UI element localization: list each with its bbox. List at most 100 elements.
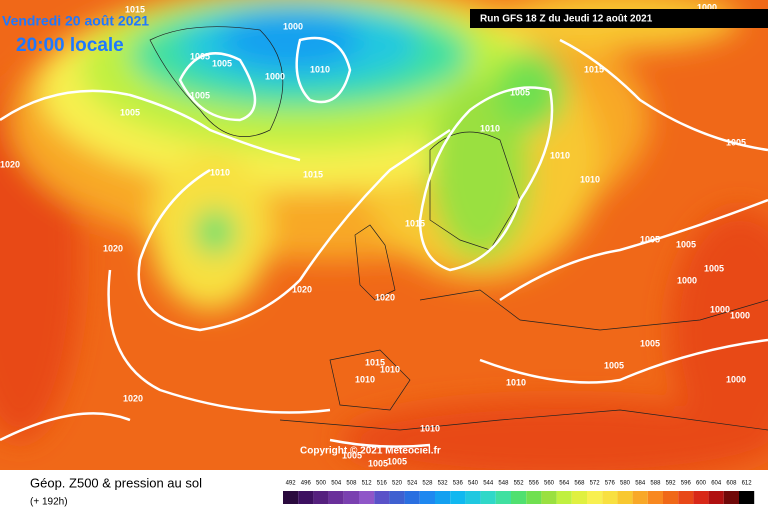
colorbar-label: 544	[483, 481, 494, 487]
colorbar-label: 540	[468, 481, 479, 487]
footer-title: Géop. Z500 & pression au sol	[30, 475, 202, 490]
isobar-label: 1010	[380, 364, 400, 374]
isobar-label: 1010	[420, 423, 440, 433]
colorbar-swatch	[495, 491, 511, 504]
isobar-label: 1005	[604, 360, 624, 370]
isobar-label: 1005	[510, 87, 530, 97]
colorbar-label: 548	[498, 481, 509, 487]
isobar-label: 1010	[580, 174, 600, 184]
colorbar-swatch	[693, 491, 709, 504]
colorbar-swatch	[602, 491, 618, 504]
isobar-label: 1020	[292, 284, 312, 294]
isobar-label: 1005	[120, 107, 140, 117]
isobar-label: 1005	[190, 90, 210, 100]
colorbar-swatch	[708, 491, 724, 504]
colorbar-swatch	[389, 491, 405, 504]
time: 20:00 locale	[16, 35, 124, 56]
colorbar-label: 580	[620, 481, 631, 487]
colorbar-label: 516	[377, 481, 388, 487]
colorbar-label: 568	[574, 481, 585, 487]
isobar-label: 1005	[387, 456, 407, 466]
isobar-label: 1015	[365, 357, 385, 367]
isobar-label: 1015	[584, 64, 604, 74]
isobar-label: 1005	[368, 458, 388, 468]
colorbar-label: 560	[544, 481, 555, 487]
colorbar-label: 608	[726, 481, 737, 487]
colorbar-label: 612	[742, 481, 753, 487]
colorbar-label: 576	[605, 481, 616, 487]
colorbar-swatch	[678, 491, 694, 504]
colorbar-label: 528	[422, 481, 433, 487]
colorbar-swatch	[663, 491, 679, 504]
colorbar-swatch	[283, 491, 299, 504]
colorbar-swatch	[632, 491, 648, 504]
colorbar-label: 524	[407, 481, 418, 487]
isobar-label: 1015	[303, 169, 323, 179]
isobar-labels: 1015100010051005101010001005100510201010…	[0, 2, 750, 468]
colorbar-swatch	[480, 491, 496, 504]
isobar-label: 1005	[640, 234, 660, 244]
colorbar-label: 520	[392, 481, 403, 487]
isobar-label: 1005	[726, 137, 746, 147]
colorbar-swatch	[328, 491, 344, 504]
isobar-label: 1020	[0, 159, 20, 169]
colorbar-swatch	[465, 491, 481, 504]
colorbar-label: 496	[301, 481, 312, 487]
isobar-label: 1000	[726, 374, 746, 384]
colorbar-swatch	[450, 491, 466, 504]
isobar-label: 1015	[125, 4, 145, 14]
colorbar-swatch	[374, 491, 390, 504]
run-box	[470, 9, 768, 28]
colorbar-swatch	[541, 491, 557, 504]
isobar-label: 1020	[375, 292, 395, 302]
isobar-label: 1010	[355, 374, 375, 384]
colorbar-label: 552	[514, 481, 525, 487]
coastlines	[149, 26, 768, 431]
isobar-label: 1010	[506, 377, 526, 387]
colorbar-swatch	[587, 491, 603, 504]
colorbar-swatch	[739, 491, 755, 504]
isobar-label: 1000	[677, 275, 697, 285]
isobar-label: 1000	[265, 71, 285, 81]
colorbar-swatch	[723, 491, 739, 504]
colorbar-label: 512	[362, 481, 373, 487]
colorbar-label: 532	[438, 481, 449, 487]
colorbar-label: 584	[635, 481, 646, 487]
colorbar-label: 604	[711, 481, 722, 487]
isobar-label: 1000	[697, 2, 717, 12]
colorbar-label: 572	[590, 481, 601, 487]
colorbar-swatch	[359, 491, 375, 504]
colorbar-swatch	[419, 491, 435, 504]
colorbar-label: 492	[286, 481, 297, 487]
copyright: Copyright © 2021 Meteociel.fr	[300, 446, 441, 457]
isobar-label: 1000	[710, 304, 730, 314]
colorbar-label: 500	[316, 481, 327, 487]
colorbar-swatch	[571, 491, 587, 504]
isobar-label: 1010	[210, 167, 230, 177]
run: Run GFS 18 Z du Jeudi 12 août 2021	[480, 14, 653, 25]
colorbar-swatch	[404, 491, 420, 504]
colorbar-label: 592	[666, 481, 677, 487]
isobar-label: 1005	[676, 239, 696, 249]
isobars	[0, 36, 768, 448]
isobar-label: 1015	[405, 218, 425, 228]
colorbar-label: 588	[650, 481, 661, 487]
isobar-label: 1010	[310, 64, 330, 74]
colorbar-swatch	[511, 491, 527, 504]
colorbar-swatch	[298, 491, 314, 504]
isobar-label: 1010	[480, 123, 500, 133]
colorbar-swatch	[313, 491, 329, 504]
colorbar-label: 556	[529, 481, 540, 487]
colorbar-swatch	[617, 491, 633, 504]
isobar-label: 1005	[342, 450, 362, 460]
isobar-label: 1010	[550, 150, 570, 160]
colorbar-label: 504	[331, 481, 342, 487]
isobar-label: 1020	[103, 243, 123, 253]
isobar-label: 1005	[640, 338, 660, 348]
date: Vendredi 20 août 2021	[2, 13, 149, 29]
colorbar-swatch	[526, 491, 542, 504]
colorbar-swatch	[435, 491, 451, 504]
colorbar-swatch	[556, 491, 572, 504]
colorbar-label: 600	[696, 481, 707, 487]
